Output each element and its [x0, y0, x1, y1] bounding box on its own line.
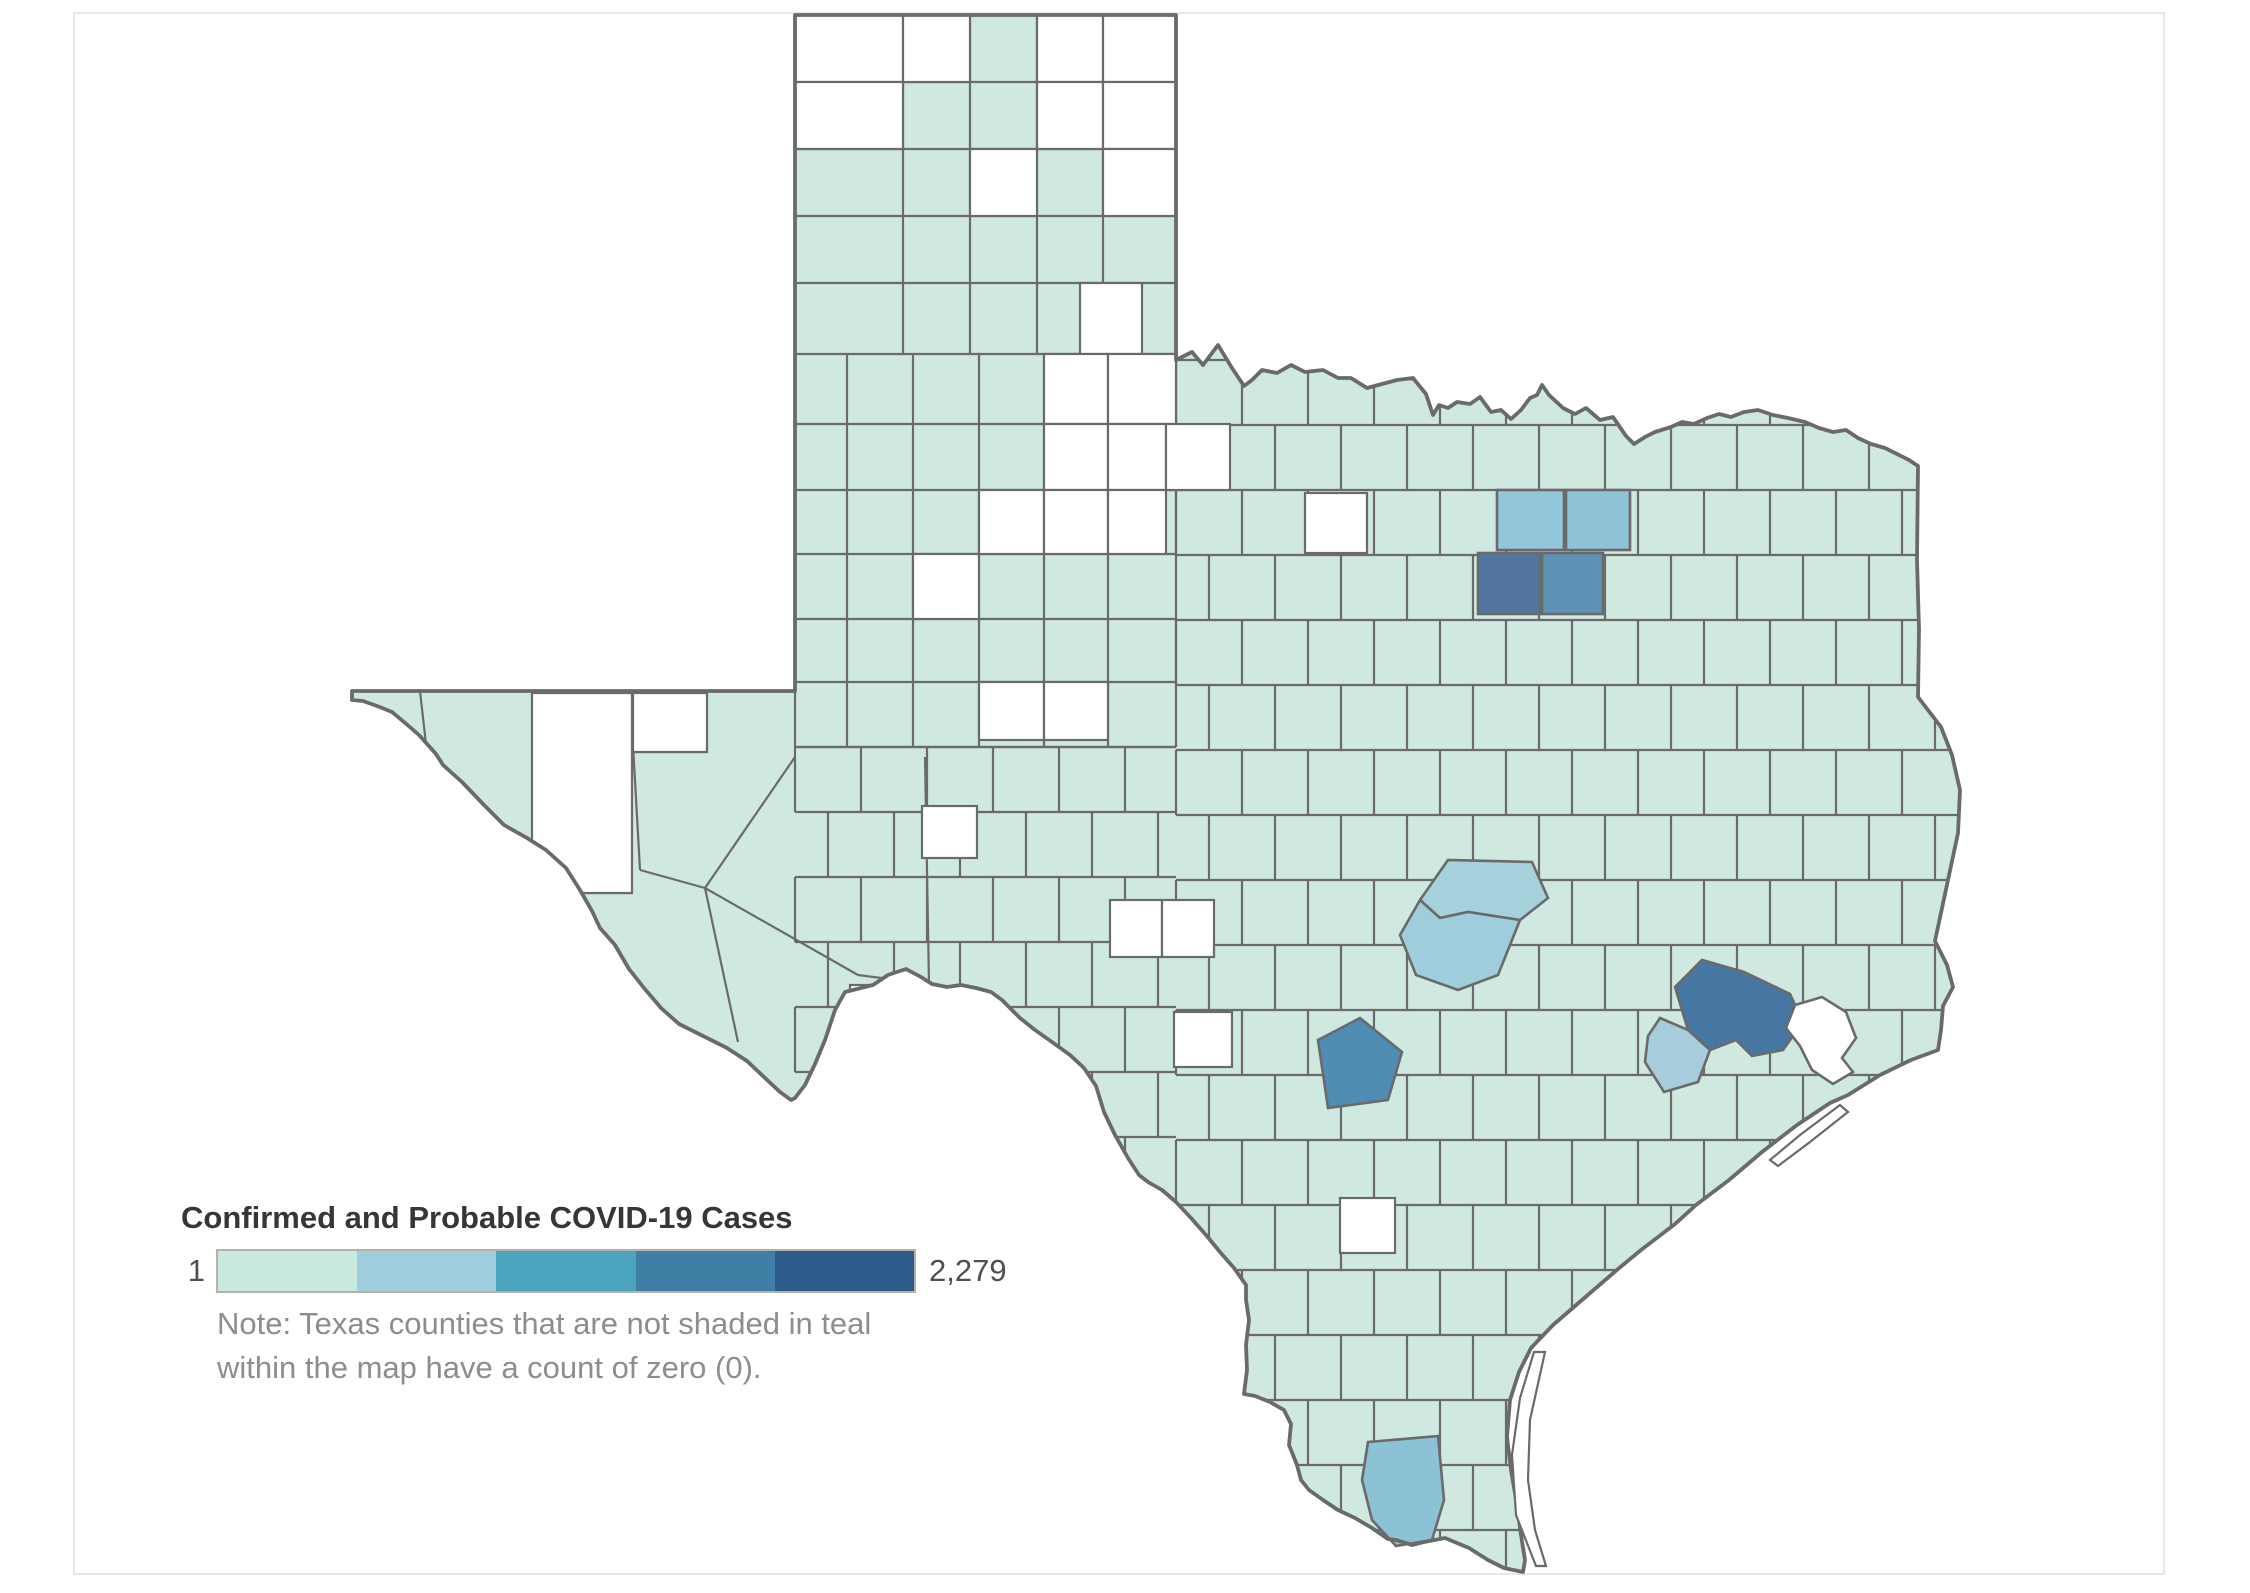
- legend-ramp-segment-4: [635, 1251, 775, 1291]
- zero-count-county[interactable]: [1042, 352, 1110, 426]
- legend-note-line1: Note: Texas counties that are not shaded…: [217, 1306, 872, 1341]
- zero-count-county[interactable]: [1078, 281, 1144, 356]
- zero-count-county[interactable]: [1035, 80, 1105, 151]
- legend-max-label: 2,279: [929, 1253, 1007, 1288]
- zero-count-county[interactable]: [1035, 15, 1105, 84]
- zero-count-county[interactable]: [920, 804, 979, 860]
- legend-color-ramp: [216, 1249, 916, 1293]
- zero-count-county[interactable]: [1106, 422, 1168, 492]
- zero-count-county[interactable]: [793, 15, 905, 84]
- shaded-county-7[interactable]: [1316, 1016, 1404, 1110]
- legend-ramp-segment-1: [218, 1251, 358, 1291]
- zero-count-county[interactable]: [1101, 147, 1178, 218]
- zero-count-county[interactable]: [1303, 491, 1369, 555]
- shaded-county-6[interactable]: [1398, 897, 1522, 992]
- zero-count-county[interactable]: [968, 147, 1039, 218]
- galveston-island: [1768, 1103, 1850, 1168]
- shaded-county-4[interactable]: [1540, 551, 1605, 616]
- shaded-county-1[interactable]: [1495, 488, 1566, 552]
- color-legend: Confirmed and Probable COVID-19 Cases 1 …: [181, 1200, 1007, 1390]
- zero-count-county[interactable]: [911, 552, 981, 621]
- zero-count-county[interactable]: [1042, 422, 1110, 492]
- legend-ramp-segment-5: [774, 1251, 915, 1291]
- zero-count-county[interactable]: [1106, 488, 1168, 556]
- legend-ramp-segment-2: [357, 1251, 497, 1291]
- zero-count-county[interactable]: [1106, 352, 1178, 426]
- legend-title: Confirmed and Probable COVID-19 Cases: [181, 1200, 793, 1235]
- zero-count-county[interactable]: [631, 691, 709, 754]
- legend-note-line2: within the map have a count of zero (0).: [217, 1350, 762, 1385]
- laguna-madre-barrier: [1510, 1350, 1548, 1568]
- texas-state-outline: [350, 13, 1962, 1574]
- zero-count-county[interactable]: [1101, 80, 1178, 151]
- zero-count-county[interactable]: [1164, 422, 1232, 492]
- shaded-county-9[interactable]: [1643, 1016, 1712, 1094]
- shaded-county-2[interactable]: [1564, 488, 1632, 552]
- zero-count-county[interactable]: [901, 15, 972, 84]
- zero-count-county[interactable]: [1108, 898, 1164, 959]
- zero-count-county[interactable]: [1042, 488, 1110, 556]
- zero-count-county[interactable]: [1042, 680, 1110, 742]
- zero-count-county[interactable]: [793, 80, 905, 151]
- zero-count-county[interactable]: [1101, 15, 1178, 84]
- legend-ramp-segment-3: [496, 1251, 636, 1291]
- zero-count-county[interactable]: [977, 680, 1046, 742]
- legend-note: Note: Texas counties that are not shaded…: [217, 1302, 1007, 1390]
- shaded-county-3[interactable]: [1476, 551, 1542, 616]
- legend-ramp-row: 1 2,279: [181, 1249, 1007, 1293]
- zero-count-county[interactable]: [848, 983, 909, 1039]
- galveston-bay: [1784, 995, 1858, 1086]
- legend-min-label: 1: [187, 1253, 205, 1288]
- zero-count-county[interactable]: [530, 691, 634, 895]
- zero-count-county[interactable]: [1338, 1196, 1397, 1255]
- zero-count-county[interactable]: [1172, 1010, 1234, 1069]
- zero-count-county[interactable]: [977, 488, 1046, 556]
- zero-count-county[interactable]: [1160, 898, 1216, 959]
